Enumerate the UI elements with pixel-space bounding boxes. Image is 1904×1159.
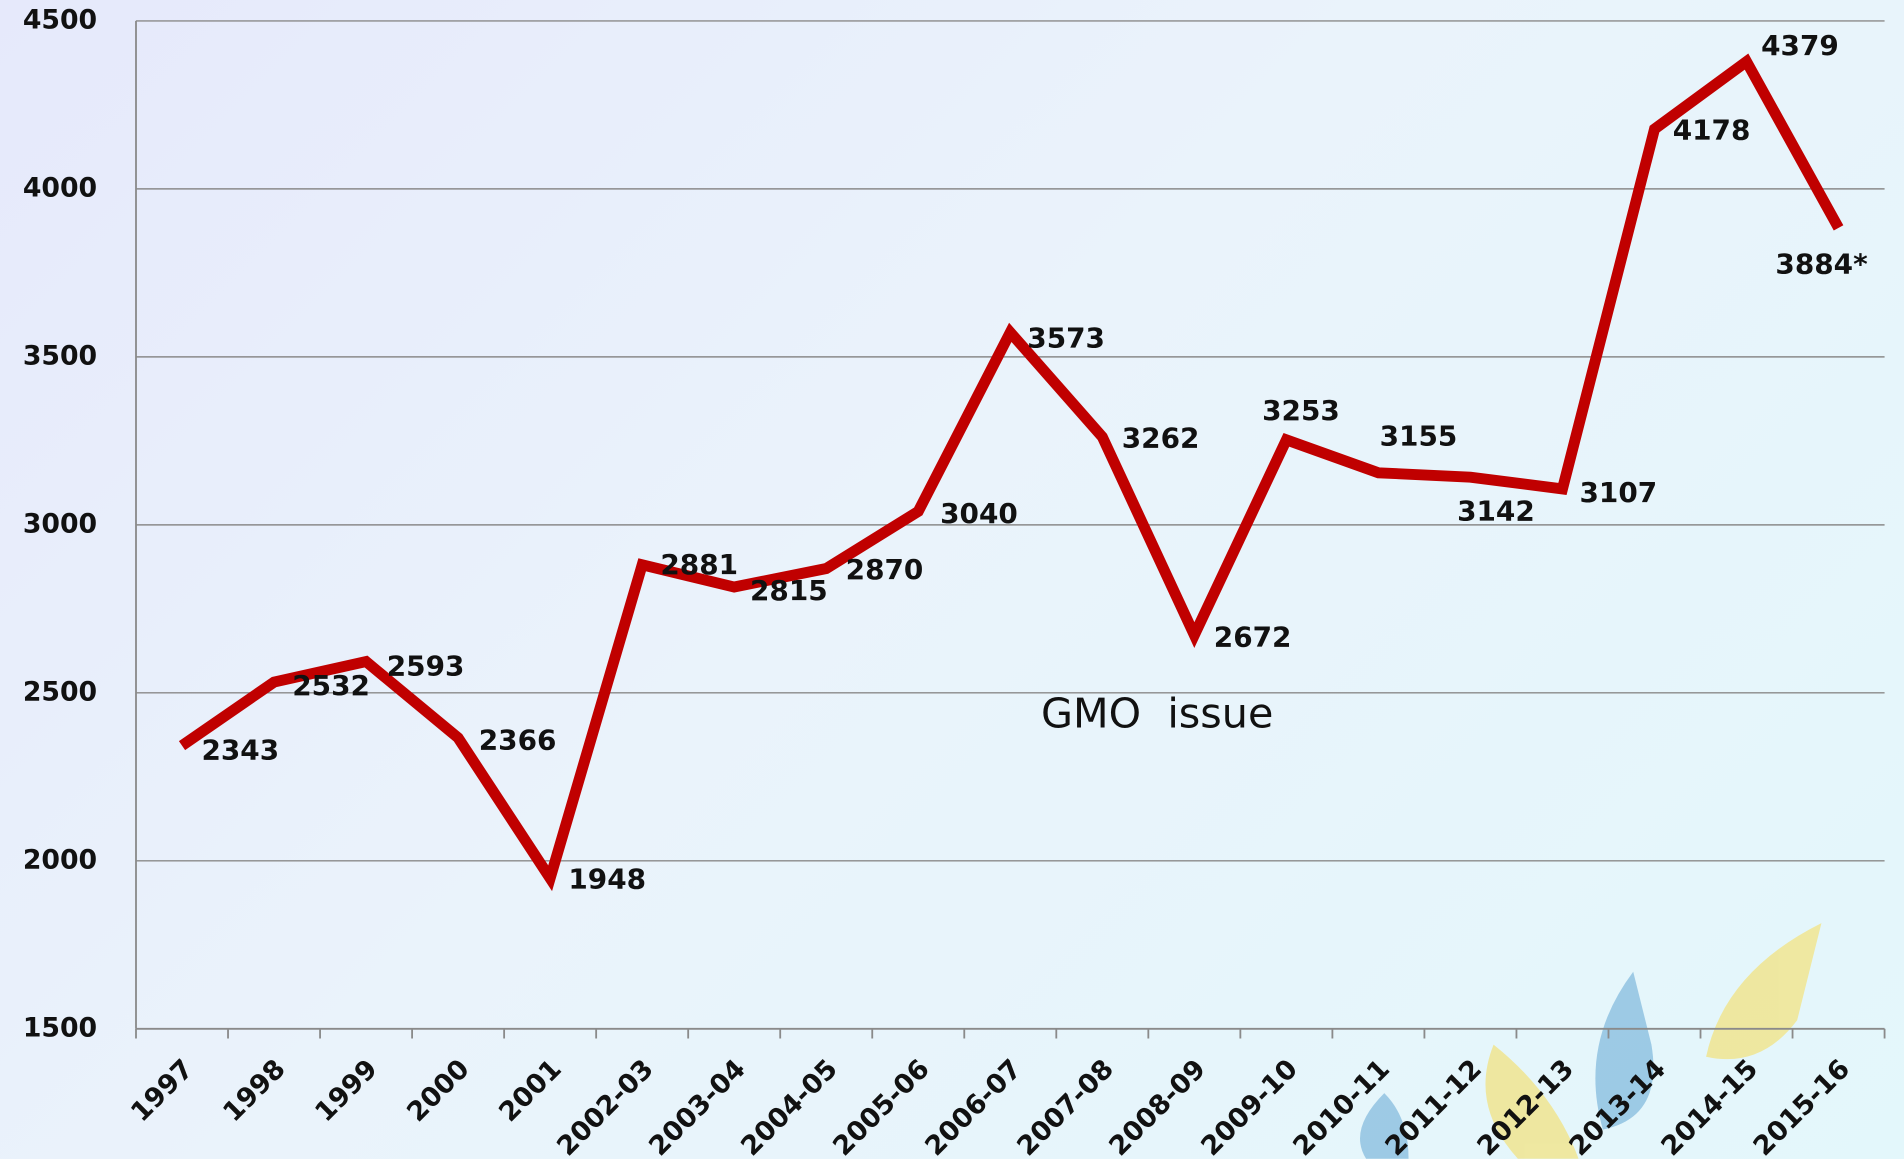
data-label: 3155 <box>1380 420 1458 453</box>
x-tick-label: 2014-15 <box>1655 1054 1764 1159</box>
data-label: 3884* <box>1775 248 1868 281</box>
x-tick-label: 2008-09 <box>1103 1054 1212 1159</box>
data-label: 3142 <box>1457 494 1535 527</box>
x-tick-label: 2005-06 <box>827 1054 936 1159</box>
x-tick-label: 2011-12 <box>1379 1054 1488 1159</box>
y-tick-label: 3000 <box>23 508 97 539</box>
data-label: 2881 <box>660 548 738 581</box>
y-tick-label: 2500 <box>23 676 97 707</box>
y-tick-label: 1500 <box>23 1012 97 1043</box>
data-label: 2343 <box>201 734 279 767</box>
x-tick-label: 2007-08 <box>1011 1054 1120 1159</box>
data-label: 3107 <box>1579 476 1657 509</box>
data-label: 4379 <box>1761 29 1839 62</box>
data-label: 2870 <box>846 553 924 586</box>
data-label: 1948 <box>568 863 646 896</box>
y-tick-label: 3500 <box>23 340 97 371</box>
x-tick-label: 2001 <box>493 1054 567 1128</box>
x-tick-label: 2000 <box>401 1054 475 1128</box>
x-tick-label: 2003-04 <box>643 1054 752 1159</box>
y-tick-label: 4500 <box>23 4 97 35</box>
y-tick-label: 2000 <box>23 844 97 875</box>
x-tick-label: 2004-05 <box>735 1054 844 1159</box>
data-label: 2672 <box>1214 621 1292 654</box>
x-tick-label: 2006-07 <box>919 1054 1028 1159</box>
petal <box>1706 923 1822 1060</box>
decoration <box>1360 923 1822 1159</box>
x-tick-label: 2009-10 <box>1195 1054 1304 1159</box>
x-tick-label: 1998 <box>217 1054 291 1128</box>
x-tick-label: 1999 <box>309 1054 383 1128</box>
data-label: 4178 <box>1673 114 1751 147</box>
data-label: 3262 <box>1122 421 1200 454</box>
data-label: 3253 <box>1262 394 1340 427</box>
x-tick-label: 1997 <box>125 1054 199 1128</box>
data-label: 2593 <box>387 650 465 683</box>
annotation: GMO issue <box>1041 690 1273 738</box>
y-tick-label: 4000 <box>23 172 97 203</box>
petal <box>1595 971 1654 1130</box>
data-line <box>178 53 1844 892</box>
x-tick-label: 2015-16 <box>1747 1054 1856 1159</box>
data-label: 2815 <box>750 574 828 607</box>
data-label: 3573 <box>1027 322 1105 355</box>
data-label: 3040 <box>940 497 1018 530</box>
data-label: 2366 <box>479 723 557 756</box>
petal <box>1360 1093 1409 1159</box>
petal <box>1485 1044 1579 1159</box>
x-tick-label: 2002-03 <box>551 1054 660 1159</box>
data-label: 2532 <box>292 669 370 702</box>
